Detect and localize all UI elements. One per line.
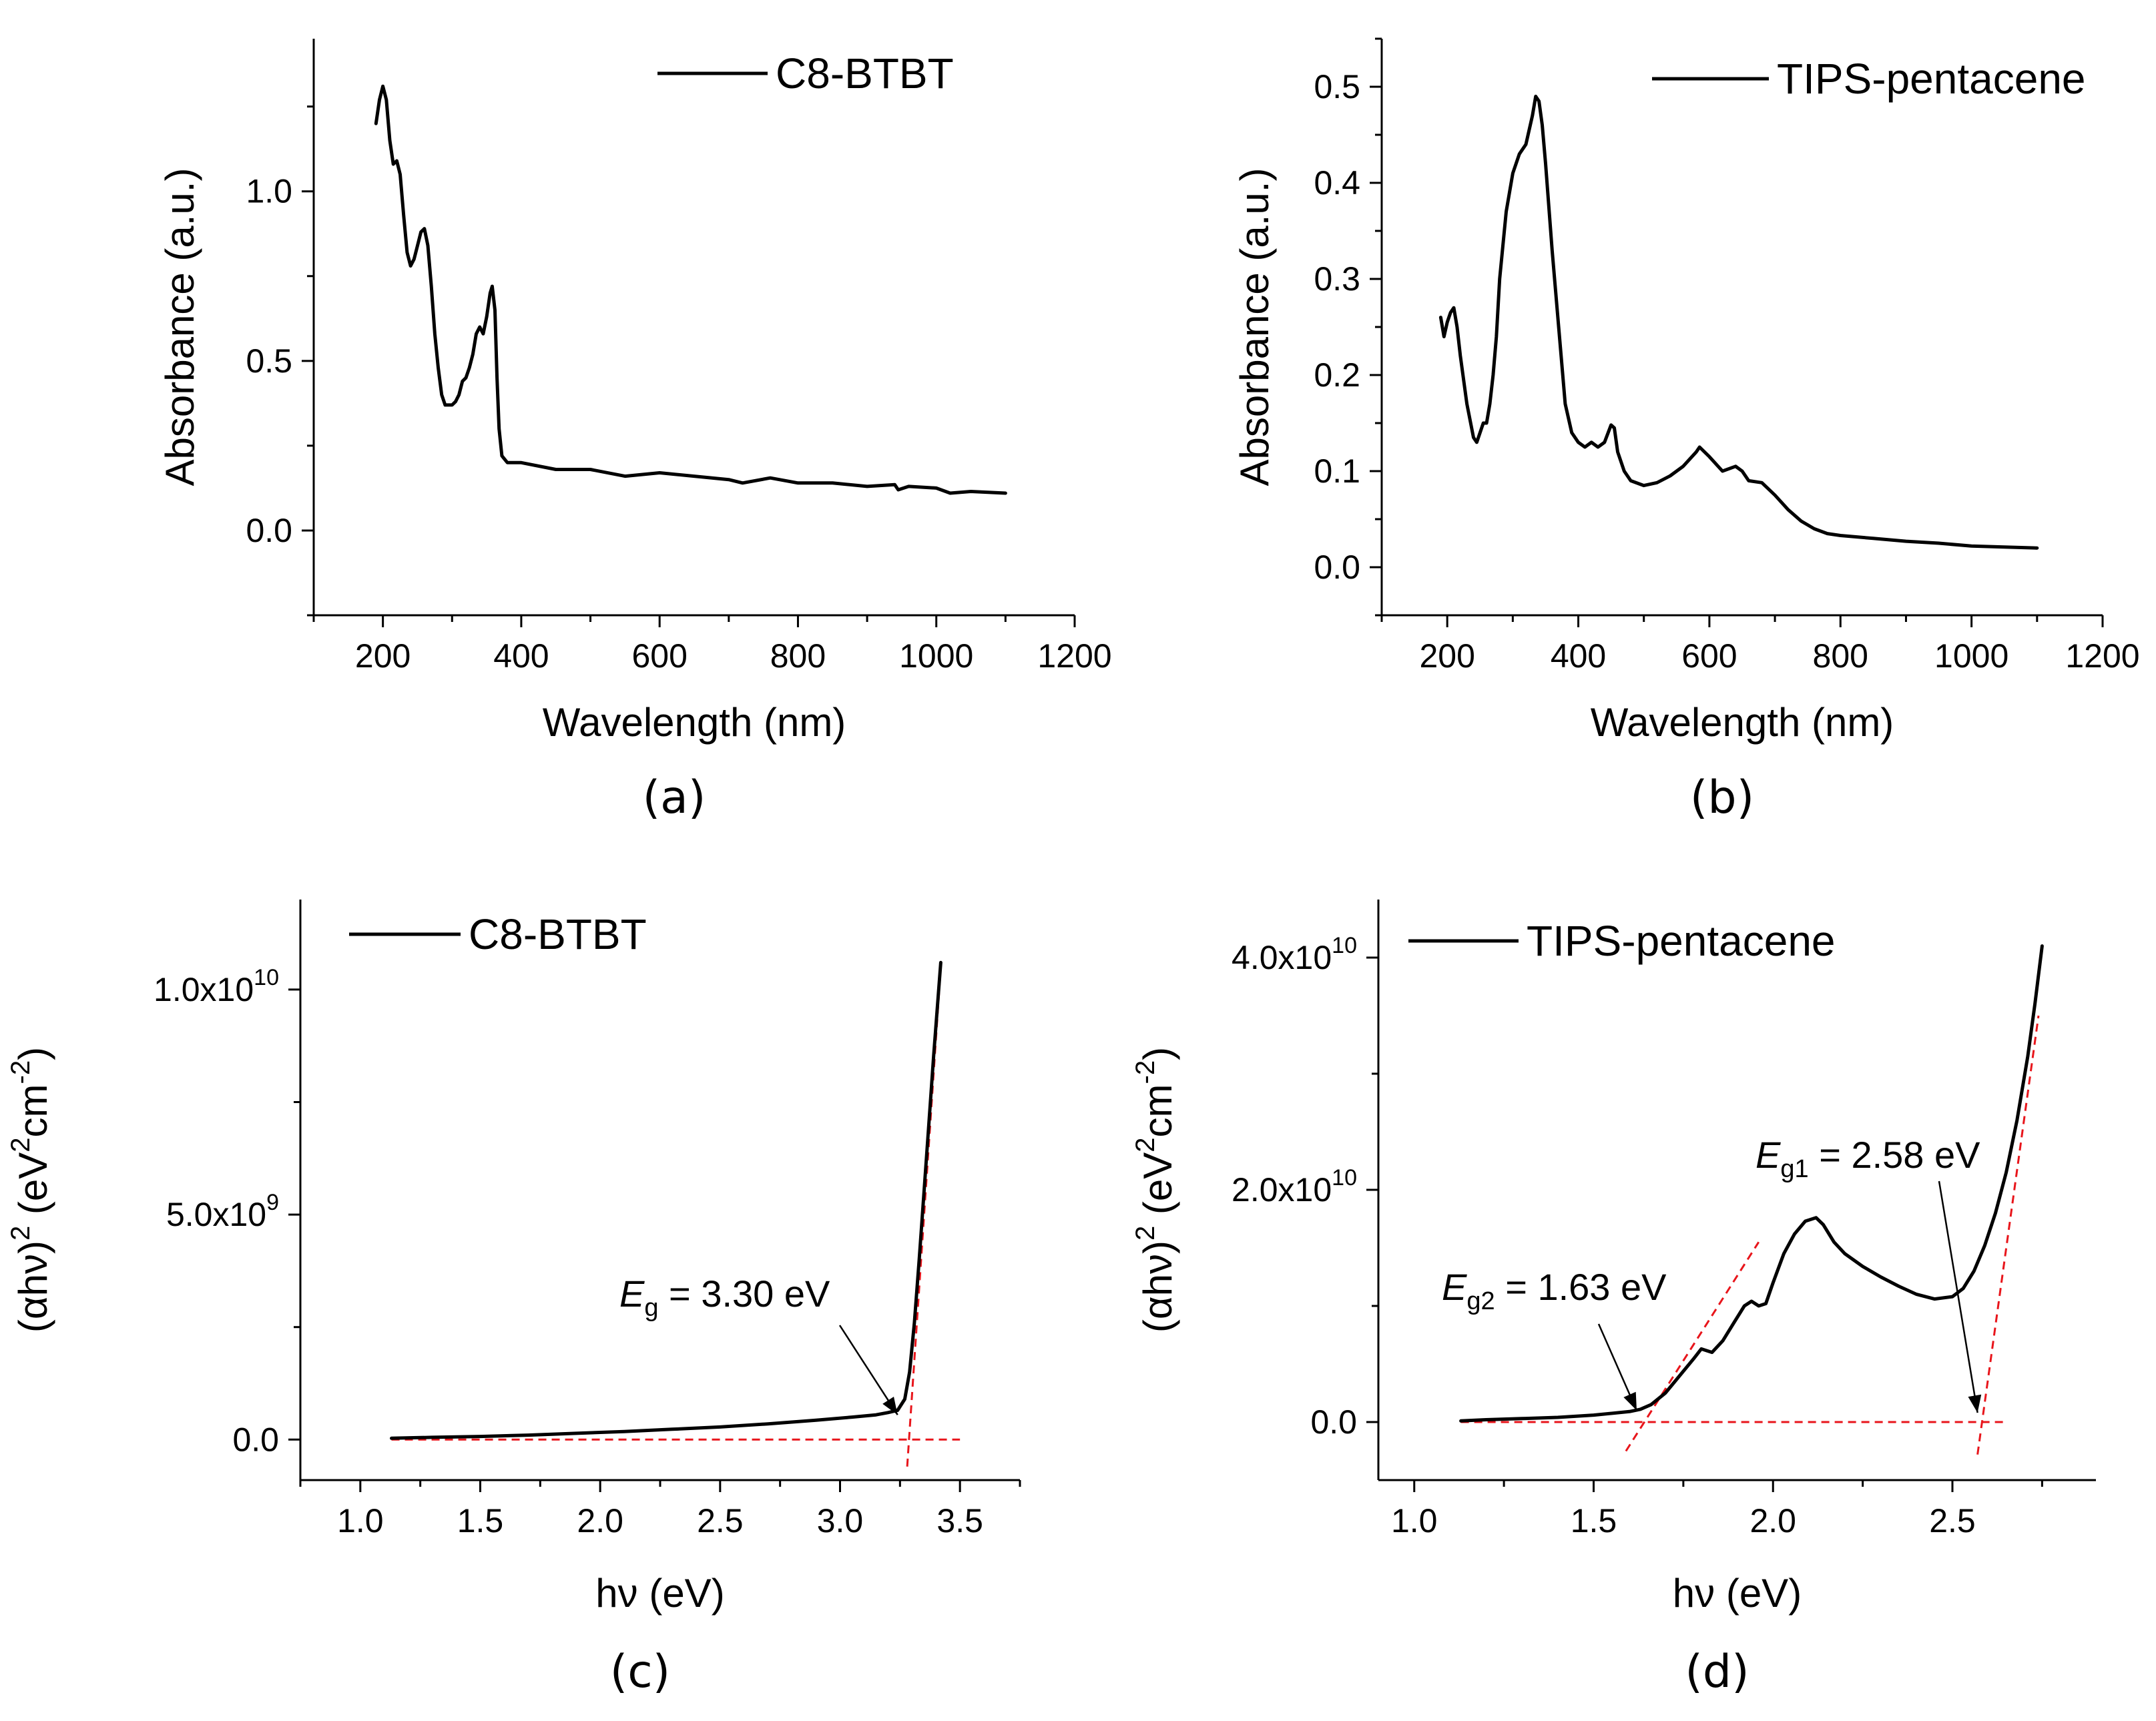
panel-caption: (a)	[643, 771, 706, 824]
series-line-c8-btbt	[390, 960, 942, 1440]
annotation-arrow-head	[882, 1396, 898, 1415]
y-tick-label: 0.5	[1314, 68, 1360, 105]
y-axis-label: Absorbance (a.u.)	[1232, 168, 1277, 486]
x-tick-label: 2.0	[1749, 1502, 1796, 1539]
x-tick-label: 1000	[899, 637, 973, 675]
y-tick-label: 0.0	[1314, 549, 1360, 586]
x-axis-label: hν (eV)	[1673, 1571, 1802, 1616]
x-tick-label: 400	[1551, 637, 1606, 675]
legend-label: TIPS-pentacene	[1527, 917, 1836, 965]
panel-a: 200 400 600 800 1000 1200 0.0 0.5 1.0 Wavelength …	[158, 39, 1112, 824]
y-axis-label: (αhν)2 (eV2cm-2)	[6, 1047, 55, 1333]
x-tick-label: 600	[631, 637, 687, 675]
annotation-label: Eg = 3.30 eV	[619, 1273, 830, 1322]
x-tick-label: 800	[1813, 637, 1868, 675]
annotation-label: Eg2 = 1.63 eV	[1442, 1266, 1667, 1315]
y-tick-label: 0.3	[1314, 260, 1360, 298]
annotation-arrow-line	[838, 1325, 898, 1415]
annotation-label: Eg1 = 2.58 eV	[1756, 1134, 1980, 1183]
x-tick-label: 1.0	[1391, 1502, 1438, 1539]
y-tick-label: 2.0x1010	[1232, 1165, 1357, 1209]
y-tick-label: 0.2	[1314, 356, 1360, 394]
series-line-c8-btbt	[374, 84, 1007, 495]
panel-caption: (c)	[610, 1646, 670, 1698]
x-tick-label: 400	[493, 637, 549, 675]
legend-label: TIPS-pentacene	[1777, 55, 2086, 103]
panel-caption: (b)	[1690, 771, 1754, 824]
panel-caption: (d)	[1685, 1646, 1749, 1698]
x-tick-label: 1.0	[337, 1502, 384, 1539]
legend-label: C8-BTBT	[469, 910, 647, 958]
y-tick-label: 1.0	[246, 173, 292, 210]
panel-b: 200 400 600 800 1000 1200 0.0 0.1 0.2 0.3 0.4 0.5 Wa…	[1232, 37, 2140, 824]
x-tick-label: 2.0	[577, 1502, 623, 1539]
x-tick-label: 2.5	[697, 1502, 744, 1539]
y-tick-label: 0.0	[1310, 1403, 1357, 1441]
y-tick-label: 0.4	[1314, 164, 1360, 202]
x-axis-label: hν (eV)	[595, 1571, 724, 1616]
x-tick-label: 1200	[1037, 637, 1111, 675]
y-axis-label: Absorbance (a.u.)	[158, 168, 202, 486]
panel-c: 1.0 1.5 2.0 2.5 3.0 3.5 0.0 5.0x109 1.0x1010 hν (…	[6, 900, 1021, 1698]
x-tick-label: 200	[355, 637, 411, 675]
legend-label: C8-BTBT	[776, 49, 954, 97]
series-line-tips-pentacene	[1438, 94, 2039, 550]
x-axis-label: Wavelength (nm)	[1591, 700, 1894, 745]
x-tick-label: 3.5	[936, 1502, 983, 1539]
x-tick-label: 2.5	[1929, 1502, 1976, 1539]
fit-line-3	[1976, 1015, 2040, 1455]
y-tick-label: 0.0	[246, 512, 292, 549]
annotation-arrow-head	[1968, 1394, 1982, 1413]
x-tick-label: 600	[1681, 637, 1737, 675]
panel-d: 1.0 1.5 2.0 2.5 0.0 2.0x1010 4.0x1010 hν (eV) (α…	[1131, 900, 2096, 1698]
annotation-arrow-head	[1623, 1391, 1637, 1411]
x-tick-label: 3.0	[817, 1502, 864, 1539]
x-tick-label: 1.5	[457, 1502, 504, 1539]
x-axis-label: Wavelength (nm)	[543, 700, 846, 745]
y-tick-label: 1.0x1010	[154, 965, 279, 1008]
x-tick-label: 1.5	[1571, 1502, 1617, 1539]
y-tick-label: 4.0x1010	[1232, 933, 1357, 976]
x-tick-label: 1200	[2065, 637, 2139, 675]
y-axis-label: (αhν)2 (eV2cm-2)	[1131, 1047, 1180, 1333]
x-tick-label: 1000	[1934, 637, 2008, 675]
series-line-tips-pentacene	[1459, 944, 2044, 1423]
annotation-arrow-line	[1938, 1180, 1978, 1413]
y-tick-label: 5.0x109	[166, 1190, 279, 1233]
fit-line-2	[1625, 1241, 1760, 1452]
y-tick-label: 0.5	[246, 342, 292, 380]
y-tick-label: 0.1	[1314, 452, 1360, 490]
x-tick-label: 200	[1419, 637, 1474, 675]
x-tick-label: 800	[770, 637, 826, 675]
y-tick-label: 0.0	[232, 1421, 279, 1458]
